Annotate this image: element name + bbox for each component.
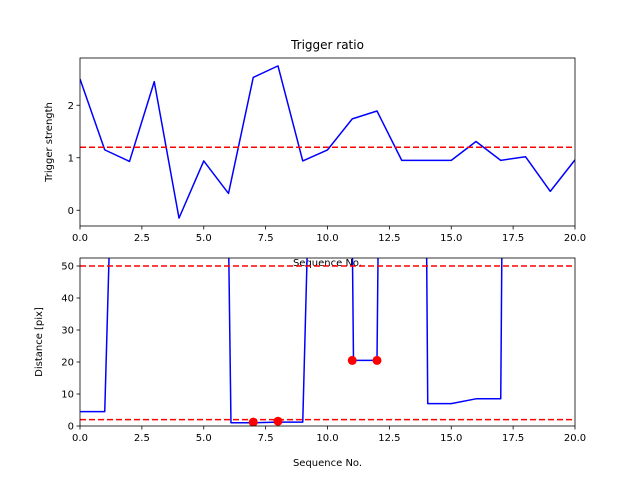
marker-point-1 bbox=[273, 416, 283, 426]
y-axis-label: Distance [pix] bbox=[34, 307, 45, 377]
series-line-0 bbox=[80, 65, 575, 219]
ticks-bottom: 0.0 2.5 5.0 7.5 10.0 12.5 15.0 17.5 20.0 0 10 20 30 4… bbox=[61, 262, 586, 445]
y-tick-label: 10 bbox=[61, 390, 74, 401]
y-tick-label: 50 bbox=[61, 262, 74, 273]
y-tick-label: 20 bbox=[61, 358, 74, 369]
x-tick-label: 15.0 bbox=[440, 433, 462, 444]
x-tick-label: 7.5 bbox=[258, 233, 274, 244]
x-tick-label: 12.5 bbox=[378, 433, 400, 444]
x-tick-label: 7.5 bbox=[258, 433, 274, 444]
x-axis-label: Sequence No. bbox=[293, 458, 362, 469]
y-tick-label: 2 bbox=[68, 101, 74, 112]
distance-plot: Distance [pix] Sequence No. 0.0 2.5 5.0 7.5… bbox=[34, 257, 586, 469]
marker-point-2 bbox=[347, 355, 357, 365]
x-tick-label: 15.0 bbox=[440, 233, 462, 244]
plot-area-top bbox=[80, 65, 575, 219]
x-tick-label: 20.0 bbox=[564, 233, 586, 244]
x-tick-label: 17.5 bbox=[502, 233, 524, 244]
y-axis-label: Trigger strength bbox=[44, 102, 55, 183]
plot-area-bottom bbox=[80, 258, 575, 426]
x-tick-label: 0.0 bbox=[72, 433, 88, 444]
ticks-top: 0.0 2.5 5.0 7.5 10.0 12.5 15.0 17.5 20.0 0 1 2 bbox=[68, 101, 587, 244]
x-tick-label: 12.5 bbox=[378, 233, 400, 244]
y-tick-label: 0 bbox=[68, 206, 74, 217]
trigger-ratio-plot: Trigger ratio Trigger strength Sequence … bbox=[44, 38, 586, 269]
y-tick-label: 30 bbox=[61, 326, 74, 337]
y-tick-label: 0 bbox=[68, 422, 74, 433]
x-tick-label: 2.5 bbox=[134, 233, 150, 244]
x-tick-label: 20.0 bbox=[564, 433, 586, 444]
x-tick-label: 5.0 bbox=[196, 233, 212, 244]
chart-title: Trigger ratio bbox=[290, 38, 364, 52]
x-axis-label: Sequence No. bbox=[293, 258, 362, 269]
x-tick-label: 17.5 bbox=[502, 433, 524, 444]
marker-point-3 bbox=[372, 355, 382, 365]
y-tick-label: 40 bbox=[61, 294, 74, 305]
y-tick-label: 1 bbox=[68, 153, 74, 164]
x-tick-label: 0.0 bbox=[72, 233, 88, 244]
x-tick-label: 2.5 bbox=[134, 433, 150, 444]
series-line-0 bbox=[80, 258, 503, 424]
x-tick-label: 10.0 bbox=[316, 433, 338, 444]
marker-point-0 bbox=[248, 417, 258, 426]
x-tick-label: 5.0 bbox=[196, 433, 212, 444]
x-tick-label: 10.0 bbox=[316, 233, 338, 244]
